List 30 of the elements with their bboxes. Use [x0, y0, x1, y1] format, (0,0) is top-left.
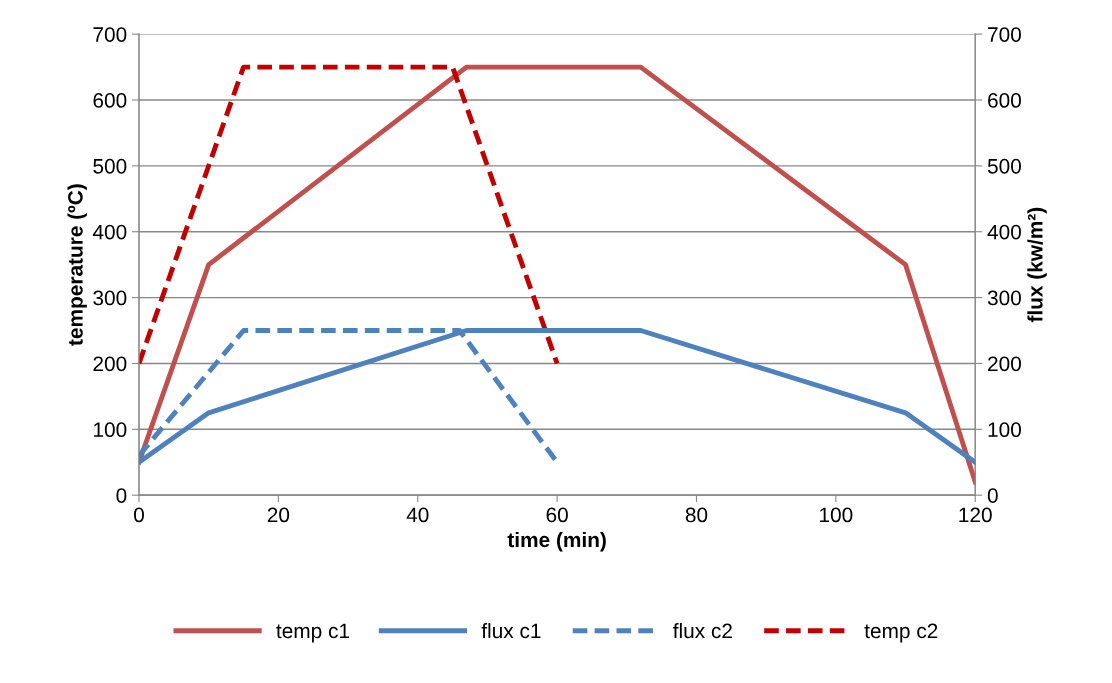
x-tick-label: 100 [820, 507, 853, 523]
y-tick-label: 200 [93, 356, 127, 372]
legend-label: temp c1 [276, 623, 350, 643]
legend-label: flux c2 [673, 622, 732, 639]
y2-axis-title: flux (kw/m²) [1027, 207, 1047, 323]
y2-tick-label: 200 [988, 356, 1021, 372]
legend-label: temp c2 [864, 623, 938, 643]
legend-label: flux c1 [481, 622, 541, 639]
y-tick-label: 500 [93, 158, 127, 174]
y-tick-label: 400 [92, 224, 127, 240]
y2-tick-label: 700 [988, 27, 1021, 42]
y2-tick-label: 100 [988, 422, 1021, 438]
y2-tick-label: 400 [987, 224, 1021, 240]
y2-tick-label: 600 [988, 93, 1021, 108]
x-tick-label: 20 [267, 507, 290, 523]
y2-tick-label: 300 [987, 290, 1021, 306]
y2-tick-label: 0 [987, 488, 998, 503]
y-tick-label: 700 [93, 27, 127, 42]
y-tick-label: 300 [93, 290, 127, 306]
y-tick-label: 100 [94, 422, 127, 438]
y-axis-title: temperature (ºC) [67, 184, 87, 346]
x-tick-label: 60 [546, 507, 568, 523]
x-tick-label: 80 [685, 507, 708, 523]
x-tick-label: 120 [959, 507, 992, 523]
x-tick-label: 40 [406, 507, 429, 523]
x-axis-title: time (min) [507, 531, 606, 552]
y-tick-label: 600 [93, 93, 127, 108]
x-tick-label: 0 [134, 507, 144, 523]
y2-tick-label: 500 [987, 158, 1021, 174]
y-tick-label: 0 [116, 488, 127, 503]
